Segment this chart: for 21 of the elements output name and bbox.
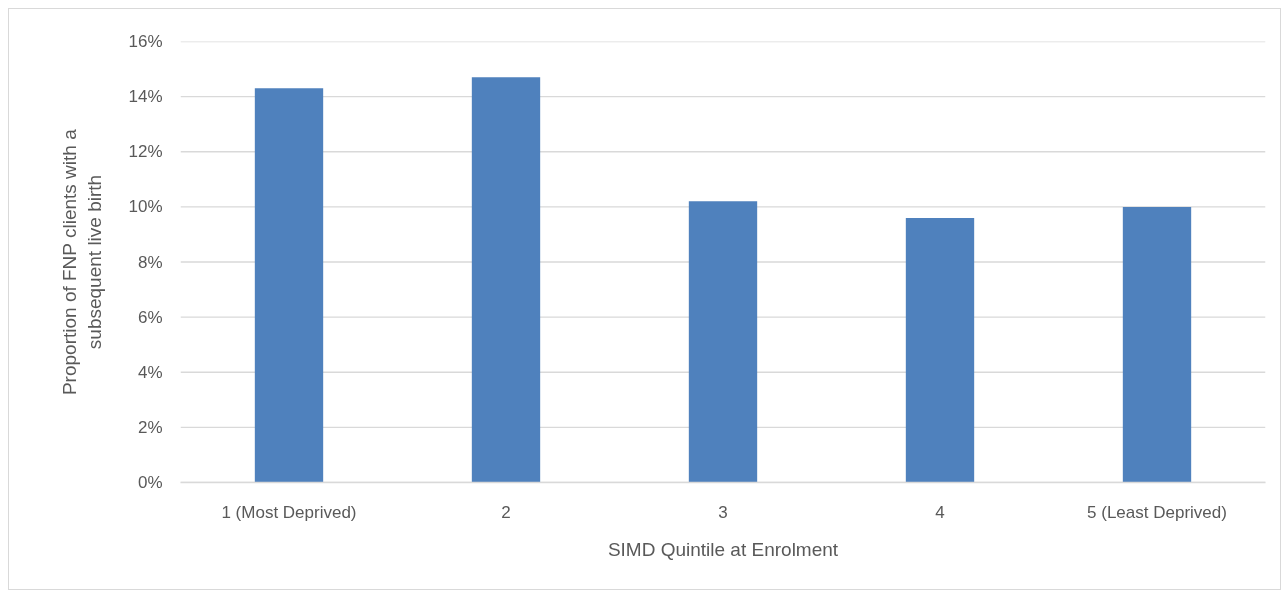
bar bbox=[471, 77, 541, 483]
y-tick-label: 6% bbox=[137, 307, 163, 327]
x-tick-label: 2 bbox=[501, 502, 511, 522]
y-tick-label: 14% bbox=[128, 87, 163, 107]
y-tick-label: 4% bbox=[137, 362, 163, 382]
bar bbox=[905, 217, 975, 483]
bar bbox=[1122, 206, 1192, 483]
y-tick-label: 16% bbox=[128, 32, 163, 51]
y-tick-label: 8% bbox=[137, 252, 163, 272]
bar bbox=[254, 88, 324, 483]
x-tick-label: 3 bbox=[718, 502, 728, 522]
y-tick-label: 2% bbox=[137, 417, 163, 437]
y-tick-label: 10% bbox=[128, 197, 163, 217]
x-tick-label: 5 (Least Deprived) bbox=[1087, 502, 1227, 522]
bar bbox=[688, 201, 758, 483]
y-tick-label: 0% bbox=[137, 473, 163, 492]
x-axis-title: SIMD Quintile at Enrolment bbox=[607, 538, 839, 560]
y-axis-title: Proportion of FNP clients with a subsequent live birth bbox=[59, 128, 106, 396]
x-tick-label: 1 (Most Deprived) bbox=[221, 502, 357, 522]
y-tick-label: 12% bbox=[128, 142, 163, 162]
x-tick-label: 4 bbox=[935, 502, 945, 522]
